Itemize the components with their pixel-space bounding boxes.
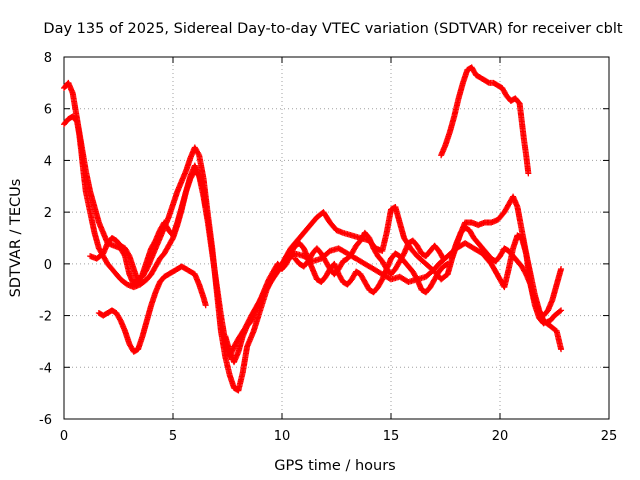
data-point bbox=[439, 254, 446, 261]
y-tick-label: -6 bbox=[39, 413, 52, 428]
series-trace-b bbox=[61, 113, 565, 360]
data-point bbox=[558, 266, 565, 273]
series-trace-f bbox=[292, 229, 447, 278]
grid-lines bbox=[64, 57, 609, 419]
x-tick-label: 10 bbox=[274, 429, 291, 444]
x-axis-label: GPS time / hours bbox=[274, 458, 395, 474]
data-point bbox=[202, 302, 209, 309]
y-tick-label: 2 bbox=[44, 206, 52, 221]
plot-frame bbox=[63, 56, 610, 420]
x-tick-label: 15 bbox=[383, 429, 400, 444]
series-trace-g bbox=[449, 224, 565, 319]
series-trace-e bbox=[222, 240, 451, 366]
data-point bbox=[556, 308, 563, 315]
x-tick-label: 25 bbox=[601, 429, 618, 444]
series-trace-h bbox=[438, 64, 532, 177]
x-tick-label: 5 bbox=[169, 429, 177, 444]
data-marks bbox=[61, 64, 565, 394]
data-point bbox=[525, 170, 532, 177]
y-tick-label: 0 bbox=[44, 258, 52, 273]
y-tick-label: -4 bbox=[39, 361, 52, 376]
data-point bbox=[202, 203, 209, 210]
data-point bbox=[195, 150, 202, 157]
axis-ticks bbox=[63, 56, 610, 420]
series-trace-c bbox=[87, 167, 209, 285]
tick-labels: 0 5 10 15 20 25 -6 -4 -2 0 2 4 6 8 bbox=[39, 51, 617, 444]
data-point bbox=[444, 260, 451, 267]
y-axis-label: SDTVAR / TECUs bbox=[8, 179, 24, 298]
y-tick-label: 8 bbox=[44, 51, 52, 66]
x-tick-label: 0 bbox=[60, 429, 68, 444]
data-point bbox=[558, 346, 565, 353]
data-point bbox=[440, 255, 447, 262]
x-tick-label: 20 bbox=[492, 429, 509, 444]
series-trace-d bbox=[95, 263, 209, 355]
y-tick-label: -2 bbox=[39, 310, 52, 325]
y-tick-label: 4 bbox=[44, 154, 52, 169]
data-point bbox=[558, 307, 565, 314]
y-tick-label: 6 bbox=[44, 103, 52, 118]
chart-title: Day 135 of 2025, Sidereal Day-to-day VTE… bbox=[43, 21, 622, 37]
